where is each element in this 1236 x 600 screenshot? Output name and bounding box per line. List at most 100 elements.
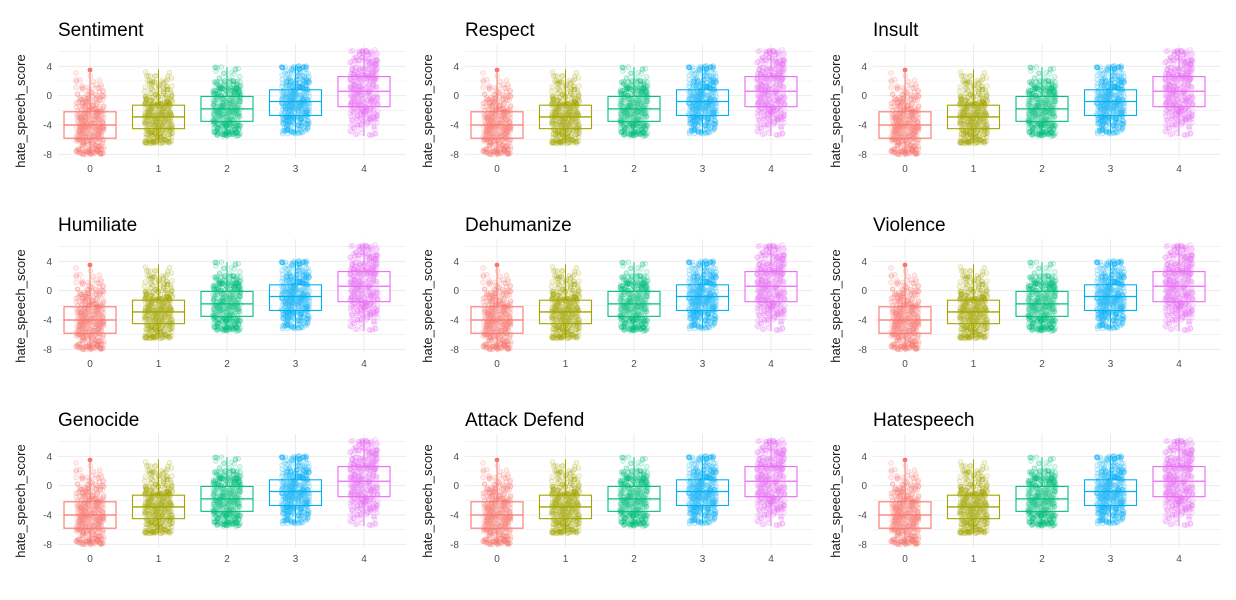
jitter-point — [289, 103, 295, 109]
jitter-point — [365, 76, 372, 83]
jitter-point — [288, 103, 295, 110]
jitter-point — [296, 130, 302, 136]
jitter-point — [643, 85, 649, 92]
jitter-point — [168, 93, 175, 100]
jitter-point — [75, 116, 82, 123]
jitter-point — [161, 119, 167, 125]
jitter-point — [296, 79, 303, 86]
jitter-point — [216, 102, 223, 108]
jitter-point — [214, 114, 220, 120]
jitter-point — [502, 131, 509, 138]
jitter-point — [371, 126, 377, 132]
jitter-point — [99, 97, 106, 103]
jitter-point — [164, 76, 171, 82]
jitter-point — [285, 126, 291, 133]
jitter-point — [147, 107, 154, 114]
jitter-point — [349, 99, 356, 105]
jitter-point — [233, 128, 239, 134]
jitter-point — [236, 101, 242, 108]
jitter-point — [161, 133, 167, 139]
panel-sentiment: Sentiment hate_speech_score 4 0 -4 -8 0 1 2 3 4 — [8, 8, 413, 198]
jitter-point — [152, 84, 158, 91]
jitter-point — [570, 78, 576, 85]
jitter-point — [216, 112, 222, 119]
jitter-point — [95, 129, 102, 135]
jitter-point — [696, 70, 702, 77]
jitter-point — [487, 143, 493, 149]
jitter-point — [641, 123, 647, 129]
jitter-point — [284, 91, 291, 98]
jitter-point — [220, 111, 226, 117]
jitter-point — [281, 103, 287, 110]
jitter-point — [373, 68, 380, 74]
jitter-point — [220, 84, 226, 91]
jitter-point — [210, 111, 217, 118]
jitter-point — [488, 141, 495, 147]
jitter-point — [214, 128, 221, 134]
jitter-point — [236, 126, 242, 132]
jitter-point — [81, 130, 87, 137]
jitter-point — [227, 102, 233, 108]
jitter-point — [355, 57, 361, 64]
jitter-point — [165, 98, 171, 104]
jitter-point — [217, 109, 224, 116]
jitter-point — [298, 123, 304, 129]
jitter-point — [289, 70, 295, 77]
jitter-point — [80, 151, 86, 158]
jitter-point — [142, 93, 149, 100]
jitter-point — [619, 64, 626, 70]
jitter-point — [232, 126, 238, 133]
jitter-point — [152, 73, 158, 79]
jitter-point — [94, 85, 100, 91]
jitter-point — [301, 102, 308, 108]
jitter-point — [142, 137, 149, 144]
jitter-point — [82, 98, 89, 104]
jitter-point — [216, 126, 223, 132]
jitter-point — [355, 98, 361, 105]
jitter-point — [226, 117, 232, 124]
jitter-point — [96, 77, 103, 83]
jitter-point — [229, 131, 236, 138]
jitter-point — [147, 121, 154, 128]
jitter-point — [147, 136, 154, 143]
jitter-point — [497, 99, 503, 105]
jitter-point — [502, 131, 508, 137]
jitter-point — [755, 107, 761, 114]
jitter-point — [296, 109, 302, 115]
jitter-point — [213, 81, 219, 87]
jitter-point — [279, 64, 285, 70]
jitter-point — [357, 83, 363, 89]
jitter-point — [634, 83, 640, 90]
jitter-point — [80, 139, 87, 146]
jitter-point — [162, 117, 169, 123]
jitter-point — [97, 151, 104, 157]
jitter-point — [229, 85, 235, 92]
jitter-point — [93, 137, 99, 143]
jitter-point — [368, 91, 374, 98]
jitter-point — [287, 117, 293, 123]
jitter-point — [770, 49, 776, 55]
jitter-point — [145, 110, 151, 116]
jitter-point — [75, 112, 81, 118]
jitter-point — [97, 126, 103, 132]
jitter-point — [549, 69, 556, 75]
jitter-point — [284, 71, 290, 77]
jitter-point — [145, 131, 152, 138]
jitter-point — [212, 98, 218, 104]
jitter-point — [305, 70, 311, 77]
jitter-point — [77, 130, 84, 137]
jitter-point — [233, 130, 240, 136]
jitter-point — [348, 48, 354, 55]
jitter-point — [79, 82, 85, 89]
jitter-point — [284, 124, 290, 130]
jitter-point — [237, 122, 244, 128]
jitter-point — [368, 85, 375, 91]
jitter-point — [913, 146, 919, 153]
jitter-point — [153, 121, 159, 127]
jitter-point — [358, 78, 364, 84]
jitter-point — [76, 112, 83, 119]
jitter-point — [158, 119, 165, 126]
jitter-point — [354, 113, 361, 119]
jitter-point — [214, 65, 220, 71]
jitter-point — [94, 115, 101, 121]
